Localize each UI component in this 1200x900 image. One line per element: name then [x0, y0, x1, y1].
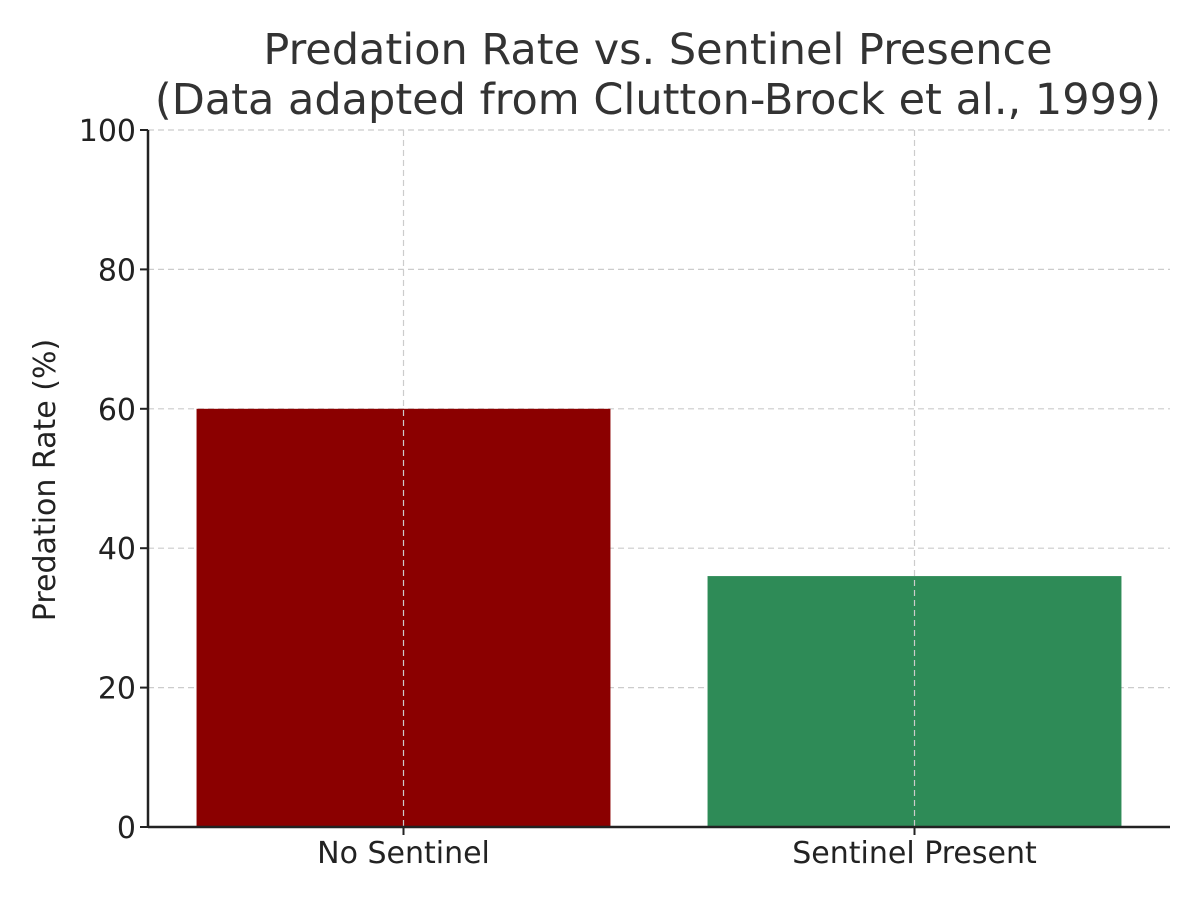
labels-layer: 0 20 40 60 80 100 No Sentinel Sentinel Present	[79, 114, 1037, 871]
y-tick-label: 40	[98, 532, 136, 567]
vertical-grid-layer	[402, 130, 916, 827]
chart-subtitle: (Data adapted from Clutton-Brock et al.,…	[155, 75, 1161, 125]
x-tick-label: Sentinel Present	[792, 836, 1037, 871]
y-tick-label: 80	[98, 253, 136, 288]
bars-layer	[196, 408, 1122, 827]
axes-layer	[140, 129, 1170, 835]
y-tick-label: 20	[98, 672, 136, 707]
y-axis-label: Predation Rate (%)	[28, 339, 63, 621]
bar	[196, 408, 611, 827]
chart-title: Predation Rate vs. Sentinel Presence	[263, 25, 1052, 75]
y-tick-label: 0	[117, 811, 136, 846]
y-tick-label: 60	[98, 393, 136, 428]
y-tick-label: 100	[79, 114, 136, 149]
x-tick-label: No Sentinel	[317, 836, 490, 871]
